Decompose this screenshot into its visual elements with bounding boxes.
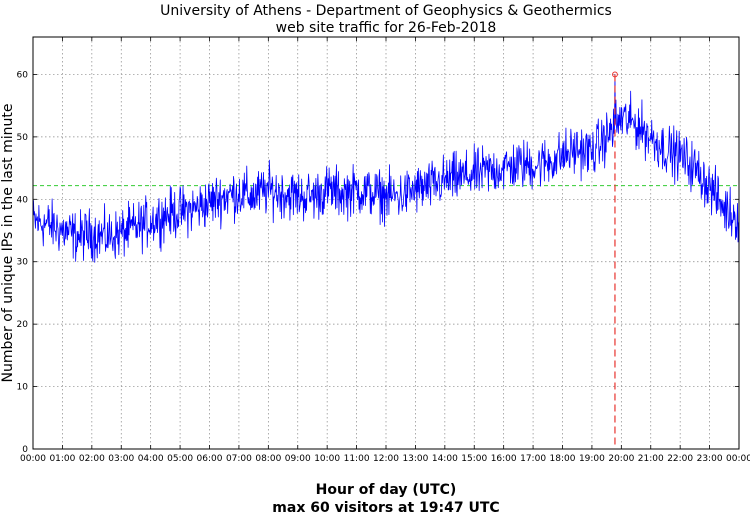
chart-title: University of Athens - Department of Geo…: [160, 3, 612, 19]
x-tick-label: 03:00: [108, 454, 134, 464]
x-tick-label: 17:00: [520, 454, 546, 464]
y-tick-label: 10: [17, 383, 29, 393]
chart-subtitle: web site traffic for 26-Feb-2018: [276, 20, 497, 36]
x-tick-label: 08:00: [255, 454, 281, 464]
series-group: [32, 71, 740, 449]
x-tick-label: 07:00: [226, 454, 252, 464]
x-tick-label: 21:00: [638, 454, 664, 464]
y-tick-label: 50: [17, 133, 29, 143]
x-tick-label: 18:00: [550, 454, 576, 464]
grid-lines: [33, 37, 739, 449]
x-tick-label: 10:00: [314, 454, 340, 464]
x-tick-label: 20:00: [608, 454, 634, 464]
x-tick-label: 11:00: [344, 454, 370, 464]
x-tick-label: 15:00: [461, 454, 487, 464]
x-tick-label: 14:00: [432, 454, 458, 464]
x-tick-label: 00:00: [726, 454, 750, 464]
y-tick-label: 0: [22, 445, 28, 455]
x-tick-label: 05:00: [167, 454, 193, 464]
plot-border: [32, 36, 740, 450]
x-tick-label: 00:00: [20, 454, 46, 464]
x-tick-label: 09:00: [285, 454, 311, 464]
x-tick-label: 04:00: [138, 454, 164, 464]
axis-ticks: 00:00 01:00 02:00 03:00 04:00 05:00 06:00 07:00…: [17, 37, 750, 464]
y-tick-label: 40: [17, 195, 29, 205]
plot-frame: [32, 36, 740, 450]
x-tick-label: 19:00: [579, 454, 605, 464]
x-axis-label: Hour of day (UTC): [316, 482, 457, 498]
x-tick-label: 13:00: [402, 454, 428, 464]
max-visitors-footer: max 60 visitors at 19:47 UTC: [272, 500, 499, 515]
max-marker-point: [612, 71, 618, 78]
y-tick-label: 30: [17, 258, 29, 268]
x-tick-label: 23:00: [697, 454, 723, 464]
y-axis-label: Number of unique IPs in the last minute: [0, 104, 16, 383]
x-tick-label: 16:00: [491, 454, 517, 464]
x-tick-label: 02:00: [79, 454, 105, 464]
traffic-series-line: [32, 74, 740, 263]
y-tick-label: 20: [17, 320, 29, 330]
x-tick-label: 22:00: [667, 454, 693, 464]
x-tick-label: 06:00: [197, 454, 223, 464]
y-tick-label: 60: [17, 70, 29, 80]
x-tick-label: 12:00: [373, 454, 399, 464]
x-tick-label: 01:00: [49, 454, 75, 464]
